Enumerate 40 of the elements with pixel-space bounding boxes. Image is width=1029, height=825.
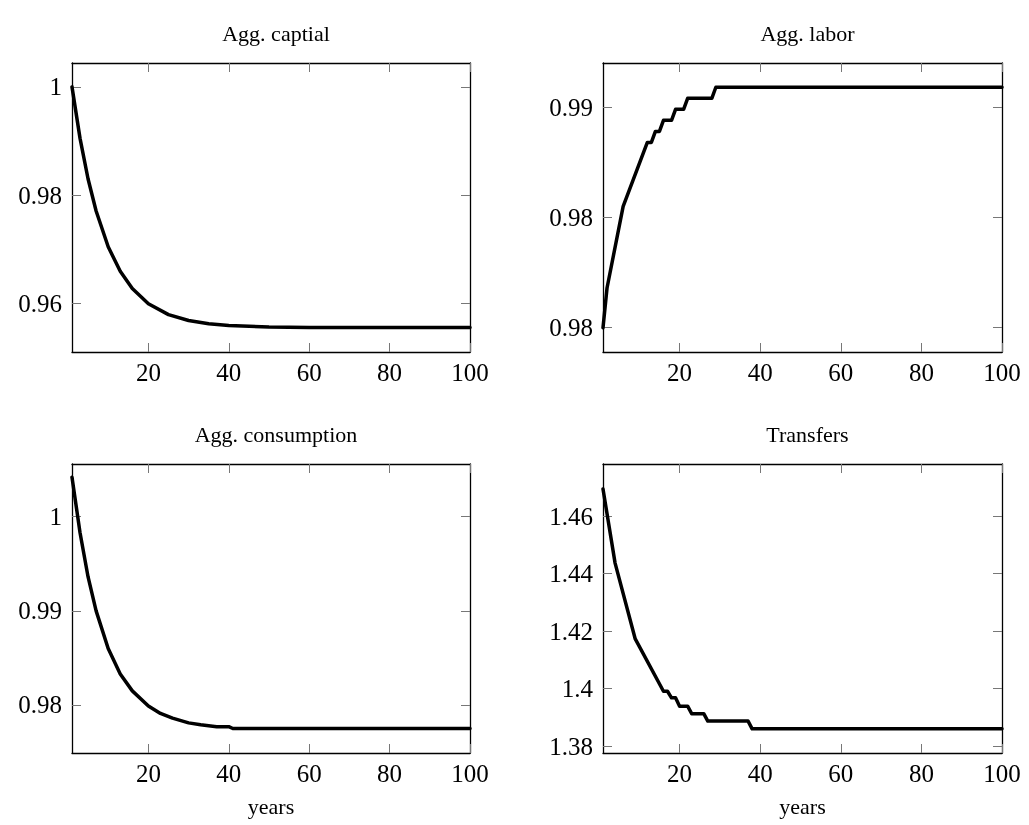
x-tick-label: 80 [908, 760, 934, 787]
x-tick-label: 80 [908, 359, 934, 386]
y-tick-label: 1.44 [549, 560, 594, 588]
y-tick-label: 1.46 [549, 502, 593, 530]
x-tick-label: 40 [216, 359, 242, 386]
x-axis-title: years [779, 793, 826, 819]
x-tick-label: 100 [451, 359, 489, 386]
y-tick-label: 0.96 [18, 290, 62, 318]
y-tick-label: 0.98 [18, 181, 62, 209]
x-tick-label: 20 [135, 760, 161, 787]
x-tick-label: 100 [983, 359, 1021, 386]
y-tick-label: 1.42 [549, 617, 593, 645]
chart-title: Agg. consumption [194, 421, 358, 447]
x-tick-label: 20 [667, 760, 693, 787]
x-tick-label: 60 [828, 359, 854, 386]
chart-title: Agg. labor [760, 20, 856, 46]
y-tick-label: 1.4 [561, 675, 594, 703]
x-tick-label: 60 [296, 359, 322, 386]
x-tick-label: 100 [983, 760, 1021, 787]
y-tick-label: 1 [49, 503, 62, 531]
x-tick-label: 40 [747, 359, 773, 386]
x-tick-label: 80 [377, 359, 403, 386]
y-tick-label: 0.99 [549, 93, 593, 121]
x-axis-title: years [247, 793, 295, 819]
x-tick-label: 100 [451, 760, 489, 787]
x-tick-label: 60 [296, 760, 322, 787]
y-tick-label: 1.38 [549, 732, 593, 760]
chart-title: Agg. captial [222, 20, 330, 46]
x-tick-label: 40 [216, 760, 242, 787]
y-tick-label: 0.98 [549, 203, 593, 231]
y-tick-label: 0.98 [549, 314, 593, 342]
y-tick-label: 1 [49, 73, 62, 101]
x-tick-label: 60 [828, 760, 854, 787]
y-tick-label: 0.99 [18, 597, 62, 625]
x-tick-label: 40 [747, 760, 773, 787]
y-tick-label: 0.98 [18, 691, 62, 719]
x-tick-label: 20 [667, 359, 693, 386]
chart-title: Transfers [766, 421, 849, 447]
x-tick-label: 20 [135, 359, 161, 386]
x-tick-label: 80 [377, 760, 403, 787]
